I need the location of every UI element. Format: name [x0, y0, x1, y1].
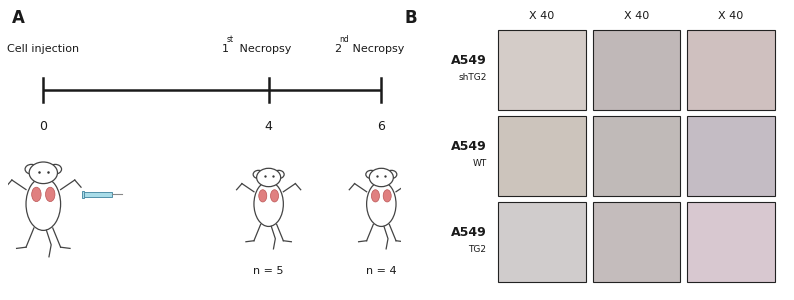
Text: TG2: TG2: [468, 245, 487, 254]
Circle shape: [25, 164, 37, 174]
Bar: [688, 202, 775, 282]
Text: 4: 4: [264, 120, 272, 133]
Ellipse shape: [254, 182, 283, 226]
Bar: [593, 30, 680, 110]
Text: Cell injection: Cell injection: [7, 44, 79, 54]
Ellipse shape: [367, 182, 396, 226]
Circle shape: [386, 170, 397, 178]
Text: X 40: X 40: [719, 11, 744, 21]
Text: Necropsy: Necropsy: [349, 44, 404, 54]
Circle shape: [29, 162, 57, 184]
Text: st: st: [226, 34, 233, 43]
Ellipse shape: [259, 190, 267, 202]
Text: WT: WT: [472, 159, 487, 168]
Text: X 40: X 40: [530, 11, 555, 21]
Bar: [688, 30, 775, 110]
Text: 0: 0: [40, 120, 48, 133]
Text: shTG2: shTG2: [458, 73, 487, 82]
Text: B: B: [405, 9, 418, 27]
Ellipse shape: [384, 190, 391, 202]
Bar: [593, 202, 680, 282]
Text: nd: nd: [339, 34, 349, 43]
Circle shape: [369, 168, 393, 187]
Text: 1: 1: [222, 44, 229, 54]
Circle shape: [366, 170, 376, 178]
Text: X 40: X 40: [624, 11, 649, 21]
Circle shape: [273, 170, 284, 178]
Ellipse shape: [26, 178, 60, 230]
Text: A549: A549: [451, 140, 487, 153]
Circle shape: [49, 164, 62, 174]
Text: A549: A549: [451, 226, 487, 239]
Ellipse shape: [271, 190, 279, 202]
Bar: [82, 191, 84, 198]
Bar: [688, 116, 775, 196]
Bar: [499, 30, 586, 110]
Text: 2: 2: [334, 44, 341, 54]
Text: A549: A549: [451, 54, 487, 67]
Text: n = 5: n = 5: [253, 266, 284, 275]
Circle shape: [253, 170, 264, 178]
Text: n = 4: n = 4: [366, 266, 397, 275]
Text: A: A: [12, 9, 25, 27]
Bar: [499, 202, 586, 282]
Ellipse shape: [45, 187, 55, 202]
Ellipse shape: [372, 190, 380, 202]
Circle shape: [256, 168, 280, 187]
Ellipse shape: [32, 187, 41, 202]
Bar: [499, 116, 586, 196]
Bar: [593, 116, 680, 196]
Text: Necropsy: Necropsy: [236, 44, 291, 54]
Text: 6: 6: [377, 120, 385, 133]
FancyBboxPatch shape: [84, 192, 113, 197]
